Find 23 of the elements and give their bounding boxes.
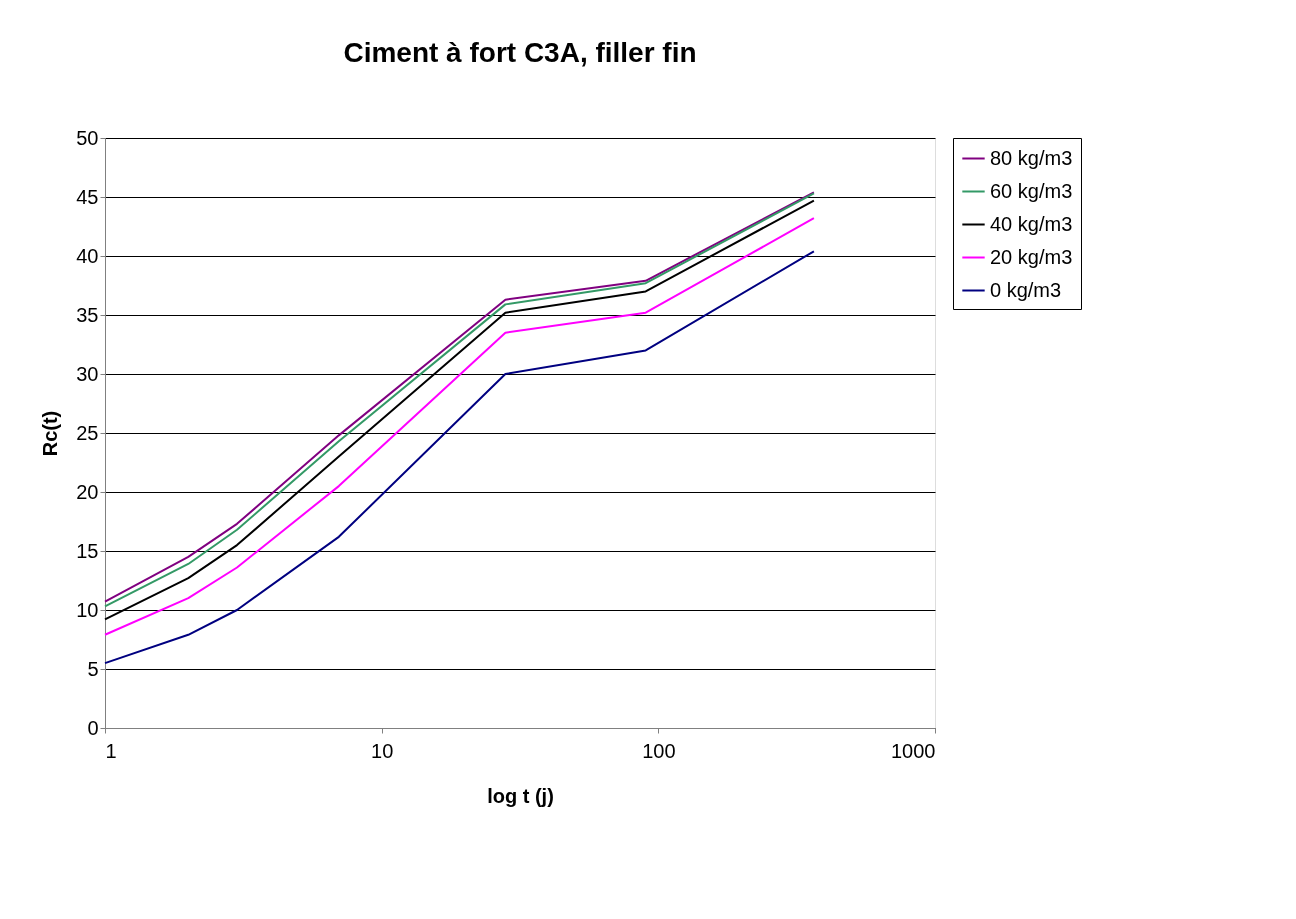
legend-label: 40 kg/m3 [990, 212, 1073, 235]
y-tick-label: 25 [76, 421, 99, 444]
y-tick-label: 40 [76, 244, 99, 267]
y-tick-label: 45 [76, 185, 99, 208]
y-tick-label: 5 [87, 657, 99, 680]
x-tick-label: 100 [642, 739, 676, 762]
y-tick-label: 20 [76, 480, 99, 503]
legend-label: 80 kg/m3 [990, 146, 1073, 169]
x-tick-label: 10 [371, 739, 394, 762]
y-tick-label: 10 [76, 598, 99, 621]
y-tick-label: 50 [76, 126, 99, 149]
y-tick-label: 35 [76, 303, 99, 326]
chart-title: Ciment à fort C3A, filler fin [343, 37, 697, 68]
x-tick-label: 1 [105, 739, 117, 762]
y-tick-label: 15 [76, 539, 99, 562]
y-axis-title: Rc(t) [39, 410, 62, 457]
y-tick-label: 30 [76, 362, 99, 385]
x-tick-label: 1000 [891, 739, 936, 762]
legend-label: 20 kg/m3 [990, 245, 1073, 268]
y-tick-label: 0 [87, 716, 99, 739]
legend-label: 60 kg/m3 [990, 179, 1073, 202]
x-axis-title: log t (j) [487, 784, 554, 807]
legend-label: 0 kg/m3 [990, 278, 1062, 301]
